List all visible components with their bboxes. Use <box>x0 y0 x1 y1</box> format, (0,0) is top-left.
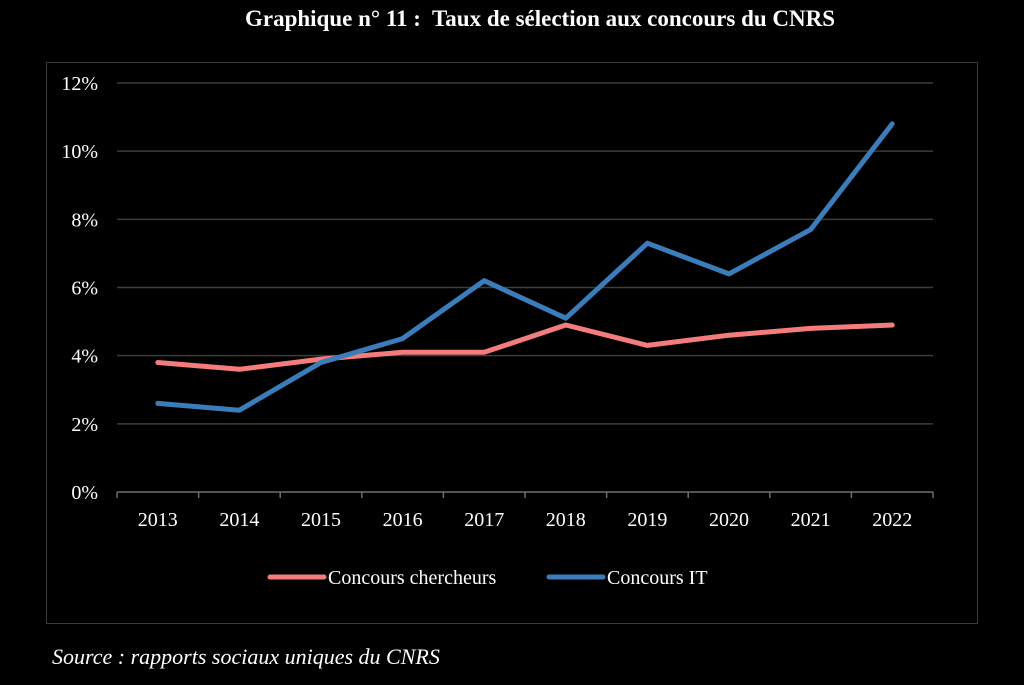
y-tick-label: 12% <box>61 73 98 95</box>
x-tick-label: 2016 <box>383 509 423 531</box>
chart-title: Graphique n° 11 : Taux de sélection aux … <box>244 6 836 31</box>
y-tick-label: 2% <box>71 414 98 436</box>
y-tick-label: 4% <box>71 346 98 368</box>
series-line-0 <box>155 322 895 372</box>
y-tick-label: 0% <box>71 482 98 504</box>
y-tick-label: 10% <box>61 141 98 163</box>
gridlines <box>117 82 933 425</box>
x-tick-label: 2018 <box>546 509 586 531</box>
x-tick-label: 2013 <box>138 509 178 531</box>
x-tick-label: 2015 <box>301 509 341 531</box>
x-tick-labels: 2013 2014 2015 2016 2017 2018 2019 2020 2021 2022 <box>138 509 912 531</box>
x-tick-label: 2022 <box>872 509 912 531</box>
legend-label: Concours chercheurs <box>328 567 496 589</box>
y-axis: 0% 2% 4% 6% 8% 10% 12% <box>61 73 98 504</box>
y-tick-label: 8% <box>71 209 98 231</box>
legend-label: Concours IT <box>607 567 708 589</box>
series-lines <box>155 121 895 413</box>
source-note: Source : rapports sociaux uniques du CNR… <box>52 644 440 669</box>
x-tick-label: 2019 <box>627 509 667 531</box>
x-axis <box>116 491 934 498</box>
series-line-1 <box>155 121 895 413</box>
x-tick-label: 2021 <box>791 509 831 531</box>
y-tick-label: 6% <box>71 278 98 300</box>
line-chart: 0%2%4%6%8%10%12% 2013 2014 2015 2016 2017 201… <box>61 73 934 589</box>
x-tick-label: 2014 <box>219 509 259 531</box>
chart-frame <box>46 62 978 624</box>
x-tick-label: 2020 <box>709 509 749 531</box>
x-tick-label: 2017 <box>464 509 504 531</box>
legend: Concours chercheurs Concours IT <box>267 567 708 589</box>
